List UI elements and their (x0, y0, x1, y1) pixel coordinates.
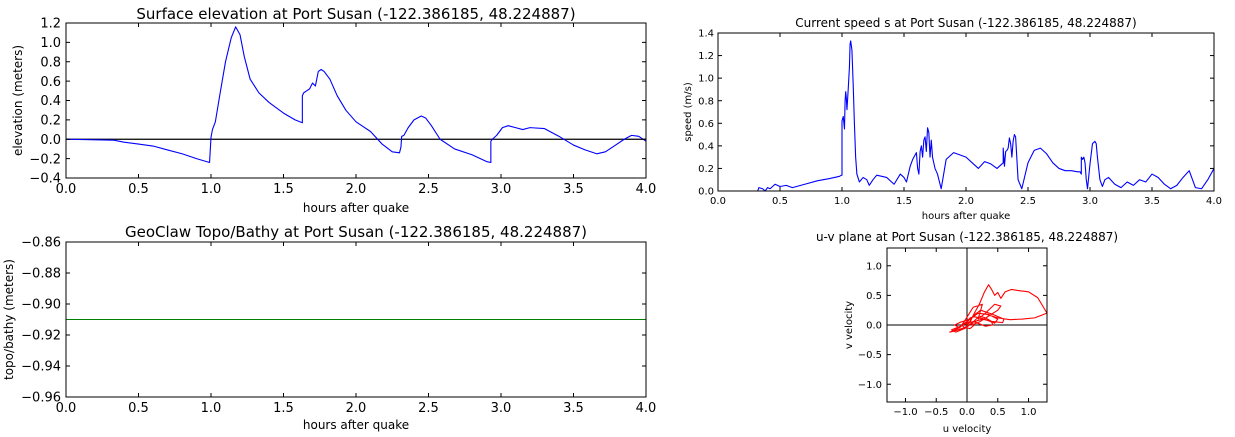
x-tick-label: 3.0 (491, 401, 512, 416)
x-tick-label: 3.0 (491, 182, 512, 197)
y-tick-label: −0.88 (21, 267, 61, 282)
x-tick-label: 0.5 (128, 401, 149, 416)
x-tick-label: 1.0 (1021, 407, 1037, 418)
chart-title: u-v plane at Port Susan (-122.386185, 48… (816, 230, 1118, 244)
y-tick-label: −0.4 (29, 172, 61, 187)
y-tick-label: 0.8 (698, 96, 714, 107)
x-tick-label: 1.0 (201, 401, 222, 416)
y-tick-label: 0.4 (698, 141, 714, 152)
x-tick-label: 1.0 (201, 182, 222, 197)
x-tick-label: 0.5 (128, 182, 149, 197)
x-axis-label: hours after quake (303, 201, 409, 215)
x-tick-label: 4.0 (636, 401, 657, 416)
plot-area (66, 23, 646, 178)
y-tick-label: −0.86 (21, 236, 61, 251)
x-tick-label: 0.5 (772, 196, 788, 207)
y-tick-label: 1.0 (866, 261, 882, 272)
y-tick-label: 1.4 (698, 29, 714, 40)
x-tick-label: 3.5 (563, 401, 584, 416)
x-tick-label: 0.0 (710, 196, 726, 207)
series-line (65, 26, 647, 164)
x-tick-label: 3.5 (563, 182, 584, 197)
x-tick-label: −1.0 (893, 407, 917, 418)
x-tick-label: 3.5 (1144, 196, 1160, 207)
y-tick-label: 1.0 (698, 74, 714, 85)
chart-title: Current speed s at Port Susan (-122.3861… (795, 16, 1136, 30)
y-tick-label: −0.96 (21, 391, 61, 406)
y-tick-label: 0.2 (698, 164, 714, 175)
x-tick-label: 1.5 (896, 196, 912, 207)
x-tick-label: 0.0 (56, 182, 77, 197)
x-tick-label: 4.0 (1206, 196, 1222, 207)
plot-area (718, 33, 1214, 191)
chart-topo: 0.0 0.5 1.0 1.5 2.0 2.5 3.0 3.5 4.0 −0.96 −0.94 −0.… (2, 223, 656, 432)
series-line (949, 284, 1048, 333)
x-tick-label: 2.0 (346, 182, 367, 197)
x-tick-label: 2.5 (418, 401, 439, 416)
x-tick-label: −0.5 (924, 407, 948, 418)
x-tick-label: 2.5 (1020, 196, 1036, 207)
x-tick-label: 1.5 (273, 401, 294, 416)
y-tick-label: −1.0 (858, 380, 882, 391)
y-tick-label: 0.6 (40, 75, 61, 90)
chart-title: GeoClaw Topo/Bathy at Port Susan (-122.3… (125, 223, 587, 241)
y-tick-label: 0.0 (40, 133, 61, 148)
x-tick-label: 0.0 (56, 401, 77, 416)
y-tick-label: −0.5 (858, 350, 882, 361)
y-tick-label: 1.2 (40, 17, 61, 32)
x-axis-label: u velocity (943, 424, 992, 435)
x-tick-label: 1.0 (834, 196, 850, 207)
y-tick-label: −0.92 (21, 329, 61, 344)
chart-title: Surface elevation at Port Susan (-122.38… (136, 5, 575, 23)
y-axis-label: topo/bathy (meters) (2, 259, 16, 380)
y-tick-label: 0.6 (698, 119, 714, 130)
x-axis-label: hours after quake (303, 418, 409, 432)
x-tick-label: 0.0 (959, 407, 975, 418)
y-tick-label: 0.0 (698, 187, 714, 198)
y-tick-label: 1.2 (698, 51, 714, 62)
y-tick-label: 0.8 (40, 55, 61, 70)
y-tick-label: 0.4 (40, 94, 61, 109)
x-tick-label: 3.0 (1082, 196, 1098, 207)
y-tick-label: 0.5 (866, 291, 882, 302)
y-axis-label: v velocity (844, 301, 855, 349)
chart-elev: 0.0 0.5 1.0 1.5 2.0 2.5 3.0 3.5 4.0 −0.4 −0.2 0.0 0.… (11, 5, 656, 215)
series-line (718, 40, 1215, 192)
y-tick-label: −0.94 (21, 360, 61, 375)
x-tick-label: 1.5 (273, 182, 294, 197)
x-axis-label: hours after quake (922, 211, 1011, 222)
x-tick-label: 2.5 (418, 182, 439, 197)
x-tick-label: 2.0 (958, 196, 974, 207)
x-tick-label: 2.0 (346, 401, 367, 416)
y-tick-label: −0.2 (29, 152, 61, 167)
y-axis-label: speed (m/s) (683, 82, 694, 142)
chart-uv: −1.0 −0.5 0.0 0.5 1.0 −1.0 −0.5 0.0 0.5 1.0 u-v pl… (816, 230, 1118, 435)
y-tick-label: −0.90 (21, 298, 61, 313)
x-tick-label: 4.0 (636, 182, 657, 197)
y-tick-label: 0.2 (40, 114, 61, 129)
y-tick-label: 0.0 (866, 321, 882, 332)
x-tick-label: 0.5 (990, 407, 1006, 418)
y-tick-label: 1.0 (40, 36, 61, 51)
y-axis-label: elevation (meters) (11, 45, 25, 156)
chart-speed: 0.0 0.5 1.0 1.5 2.0 2.5 3.0 3.5 4.0 0.0 0.2 0.4 0.6 0… (683, 16, 1222, 222)
